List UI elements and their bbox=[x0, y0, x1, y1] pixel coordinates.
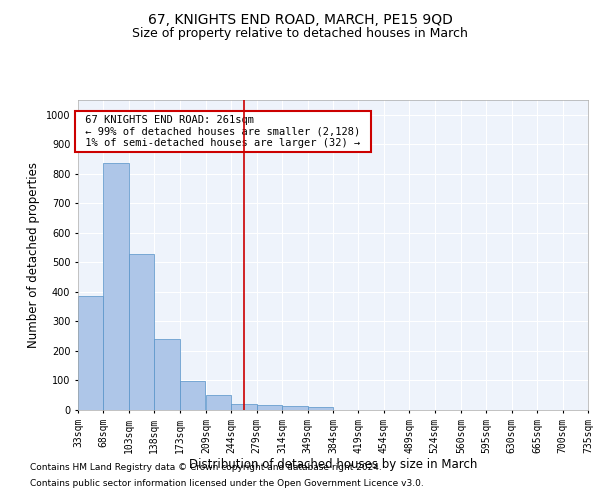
Bar bbox=[308, 407, 333, 410]
Bar bbox=[257, 406, 282, 410]
Text: 67, KNIGHTS END ROAD, MARCH, PE15 9QD: 67, KNIGHTS END ROAD, MARCH, PE15 9QD bbox=[148, 12, 452, 26]
Bar bbox=[231, 404, 257, 410]
Bar bbox=[78, 296, 103, 410]
Bar bbox=[154, 339, 180, 410]
X-axis label: Distribution of detached houses by size in March: Distribution of detached houses by size … bbox=[189, 458, 477, 471]
Text: 67 KNIGHTS END ROAD: 261sqm
 ← 99% of detached houses are smaller (2,128)
 1% of: 67 KNIGHTS END ROAD: 261sqm ← 99% of det… bbox=[79, 115, 367, 148]
Y-axis label: Number of detached properties: Number of detached properties bbox=[28, 162, 40, 348]
Bar bbox=[282, 406, 308, 410]
Text: Contains public sector information licensed under the Open Government Licence v3: Contains public sector information licen… bbox=[30, 478, 424, 488]
Text: Size of property relative to detached houses in March: Size of property relative to detached ho… bbox=[132, 28, 468, 40]
Text: Contains HM Land Registry data © Crown copyright and database right 2024.: Contains HM Land Registry data © Crown c… bbox=[30, 464, 382, 472]
Bar bbox=[129, 254, 154, 410]
Bar bbox=[180, 382, 205, 410]
Bar bbox=[103, 164, 129, 410]
Bar bbox=[206, 394, 231, 410]
